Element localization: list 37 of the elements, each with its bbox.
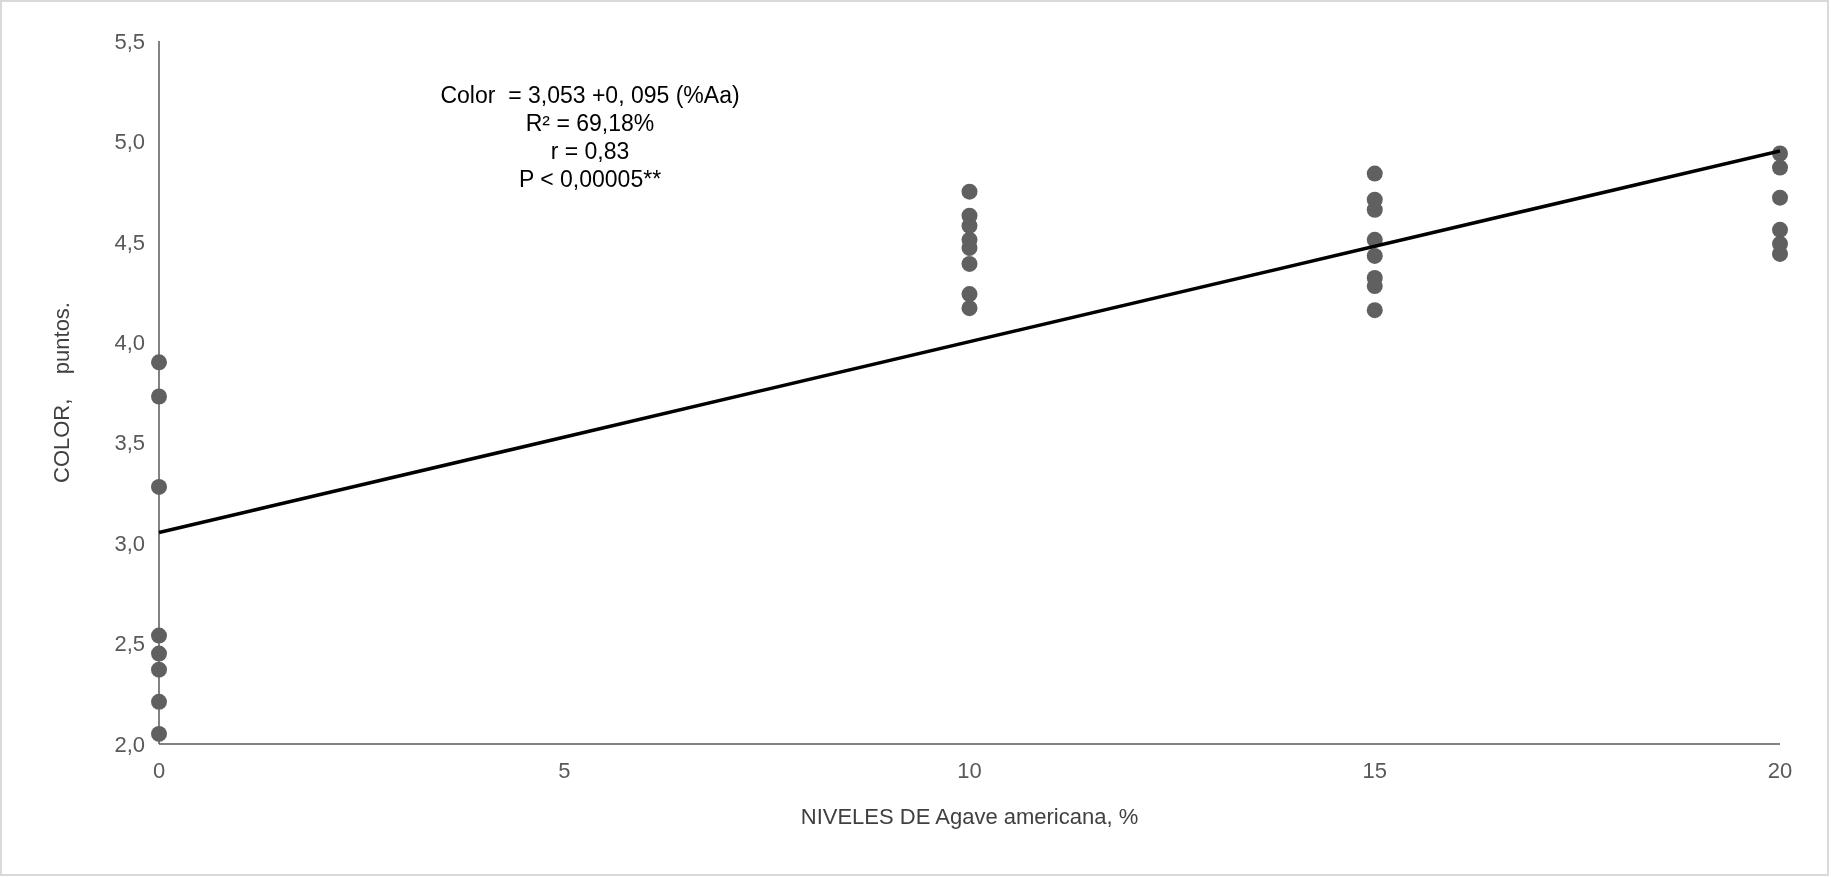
point <box>151 645 167 662</box>
point <box>151 478 167 495</box>
y-axis-title: COLOR, puntos. <box>49 302 74 483</box>
point <box>961 286 978 303</box>
y-tick-label: 4,5 <box>114 229 145 255</box>
x-tick-label: 5 <box>558 758 571 783</box>
point <box>151 725 167 742</box>
point <box>151 661 167 678</box>
y-tick-label: 5,5 <box>114 28 145 54</box>
annotation: P < 0,00005** <box>518 166 662 192</box>
annotation: r = 0,83 <box>550 138 630 164</box>
point <box>1772 159 1788 176</box>
point <box>1772 189 1788 206</box>
point <box>961 300 978 317</box>
point <box>151 354 167 371</box>
point <box>1366 247 1383 264</box>
point <box>151 693 167 710</box>
point <box>1366 165 1383 182</box>
point <box>961 183 978 200</box>
annotation: Color = 3,053 +0, 095 (%Aa) <box>440 82 740 108</box>
x-tick-label: 0 <box>152 758 166 783</box>
point <box>151 388 167 405</box>
y-tick-label: 2,0 <box>114 731 145 757</box>
point <box>1366 302 1383 319</box>
y-tick-label: 3,0 <box>114 530 145 556</box>
point <box>961 255 978 272</box>
annotation: R² = 69,18% <box>525 110 655 136</box>
y-tick-label: 5,0 <box>114 129 145 155</box>
y-tick-label: 3,5 <box>114 430 145 456</box>
x-tick-label: 15 <box>1362 758 1387 783</box>
x-tick-label: 10 <box>957 758 982 783</box>
y-tick-label: 2,5 <box>114 631 145 657</box>
x-tick-label: 20 <box>1767 758 1793 783</box>
point <box>1772 221 1788 238</box>
x-axis-title: NIVELES DE Agave americana, % <box>800 804 1139 829</box>
y-tick-label: 4,0 <box>114 329 145 355</box>
point <box>151 627 167 644</box>
